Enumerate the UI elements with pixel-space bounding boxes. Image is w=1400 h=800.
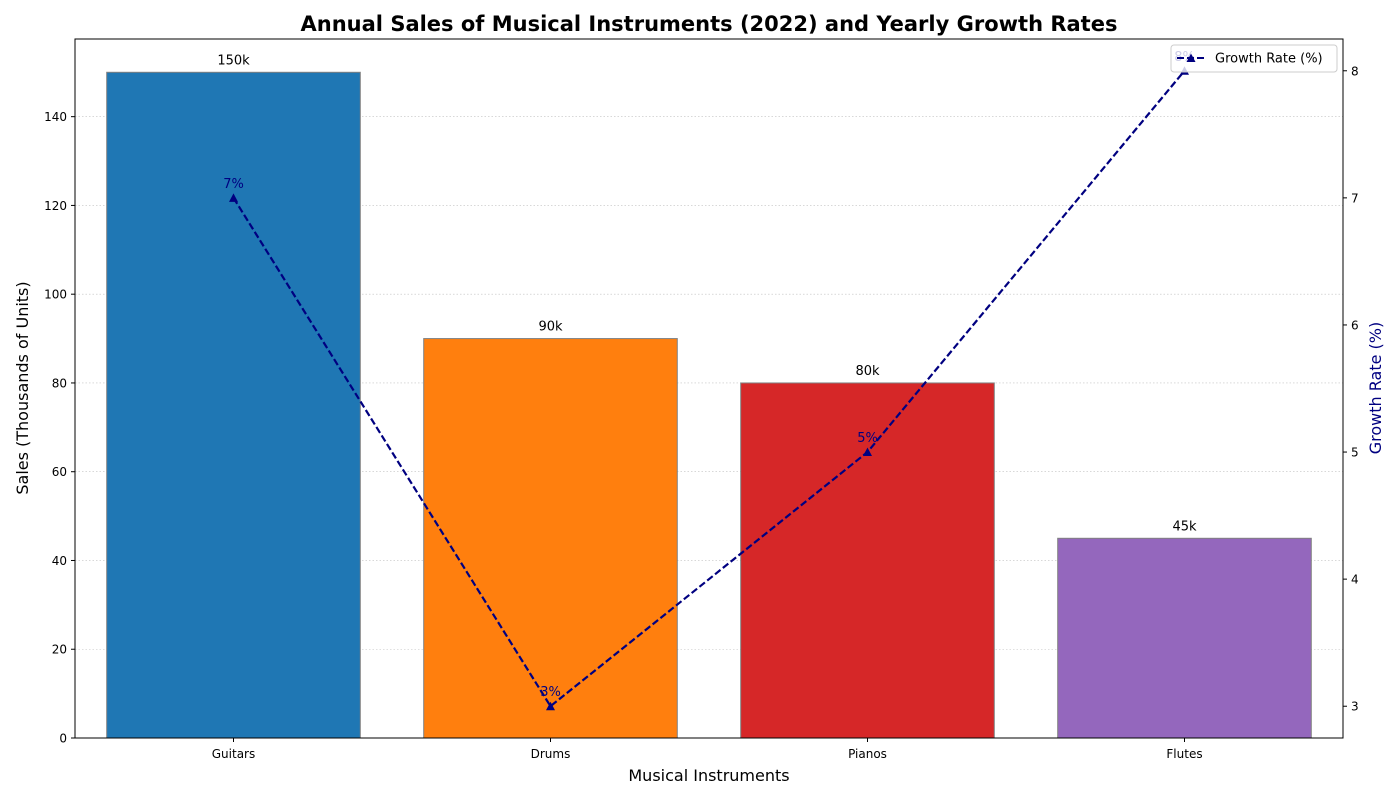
bar-value-label: 80k — [855, 364, 880, 379]
x-axis-title: Musical Instruments — [628, 766, 789, 785]
y-tick-label: 0 — [59, 732, 67, 746]
x-tick-label: Guitars — [212, 747, 255, 761]
y-tick-label: 100 — [44, 288, 67, 302]
y2-tick-label: 8 — [1351, 64, 1359, 78]
plot-frame — [74, 38, 1344, 739]
y-axis-title: Sales (Thousands of Units) — [13, 281, 32, 494]
y-tick-label: 40 — [52, 554, 67, 568]
y-tick-label: 120 — [44, 199, 67, 213]
y-tick-label: 60 — [52, 465, 67, 479]
bar-value-label: 150k — [217, 53, 250, 68]
x-axis: Guitars Drums Pianos Flutes — [212, 738, 1203, 761]
growth-rate-label: 3% — [540, 685, 561, 700]
legend-box — [1170, 44, 1338, 73]
legend: Growth Rate (%) — [1170, 44, 1338, 73]
growth-rate-point — [546, 701, 555, 711]
y2-tick-label: 4 — [1351, 573, 1359, 587]
growth-rate-label: 7% — [223, 177, 244, 192]
bar-value-label: 90k — [538, 320, 563, 335]
y2-tick-label: 6 — [1351, 318, 1359, 332]
y2-tick-label: 3 — [1351, 700, 1359, 714]
left-axis: 0 20 40 60 80 100 120 140 — [44, 110, 75, 746]
bar — [106, 71, 361, 739]
y2-tick-label: 7 — [1351, 191, 1359, 205]
chart-title: Annual Sales of Musical Instruments (202… — [301, 12, 1118, 36]
legend-marker-triangle — [1186, 53, 1196, 62]
x-tick-label: Flutes — [1166, 747, 1202, 761]
x-tick-label: Drums — [531, 747, 571, 761]
x-tick-label: Pianos — [848, 747, 887, 761]
bars — [106, 71, 1312, 739]
bar-value-label: 45k — [1172, 519, 1197, 534]
growth-rate-line — [232, 70, 1186, 708]
y-tick-label: 20 — [52, 643, 67, 657]
growth-rate-label: 5% — [857, 431, 878, 446]
growth-rate-point — [229, 193, 238, 202]
y2-tick-label: 5 — [1351, 446, 1359, 460]
bar — [1057, 537, 1312, 739]
growth-rate-point — [863, 447, 872, 457]
right-axis: 3 4 5 6 7 8 — [1343, 64, 1359, 714]
y-tick-label: 80 — [52, 376, 67, 390]
y-tick-label: 140 — [44, 110, 67, 124]
legend-label: Growth Rate (%) — [1215, 52, 1323, 67]
bar — [740, 382, 995, 739]
bar-labels: 150k 90k 80k 45k — [217, 53, 1197, 534]
growth-line: 7%3%5%8% — [223, 50, 1195, 711]
y2-axis-title: Growth Rate (%) — [1366, 322, 1385, 454]
bar — [423, 338, 678, 739]
